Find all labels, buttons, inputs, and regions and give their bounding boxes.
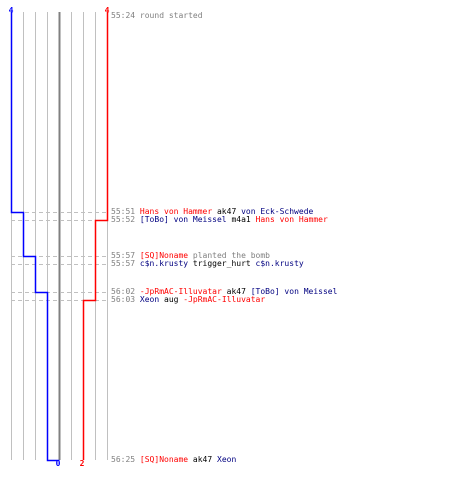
log-entry: 55:57 [SQ]Noname planted the bomb [111, 251, 270, 261]
log-timestamp: 56:02 [111, 287, 136, 296]
log-player: Hans von Hammer [255, 215, 328, 224]
log-player: -JpRmAC-Illuvatar [183, 295, 266, 304]
log-action: ak47 [221, 287, 251, 296]
log-entry: 55:57 c$n.krusty trigger_hurt c$n.krusty [111, 259, 304, 269]
log-player: [SQ]Noname [139, 455, 189, 464]
log-player: Hans von Hammer [139, 207, 213, 216]
log-action: trigger_hurt [188, 259, 256, 268]
log-player: [ToBo] von Meissel [139, 215, 227, 224]
log-action: aug [159, 295, 184, 304]
log-entry: 55:24 round started [111, 11, 203, 21]
log-entry: 56:02 -JpRmAC-Illuvatar ak47 [ToBo] von … [111, 287, 337, 297]
log-timestamp: 56:03 [111, 295, 136, 304]
log-timestamp: 56:25 [111, 455, 136, 464]
log-timestamp: 55:52 [111, 215, 136, 224]
log-player: c$n.krusty [255, 259, 304, 268]
log-action: ak47 [212, 207, 242, 216]
log-entry: 55:52 [ToBo] von Meissel m4a1 Hans von H… [111, 215, 328, 225]
log-entry: 56:03 Xeon aug -JpRmAC-Illuvatar [111, 295, 265, 305]
log-timestamp: 55:57 [111, 251, 136, 260]
team-a-start-count: 4 [8, 6, 14, 15]
team-a-end-count: 0 [55, 459, 61, 468]
team-b-start-count: 4 [104, 6, 110, 15]
log-action: round started [139, 11, 203, 20]
log-player: -JpRmAC-Illuvatar [139, 287, 222, 296]
log-timestamp: 55:51 [111, 207, 136, 216]
log-player: [SQ]Noname [139, 251, 189, 260]
log-entry: 55:51 Hans von Hammer ak47 von Eck-Schwe… [111, 207, 313, 217]
log-action: planted the bomb [188, 251, 270, 260]
log-action: ak47 [188, 455, 217, 464]
log-player: Xeon [217, 455, 237, 464]
log-timestamp: 55:24 [111, 11, 136, 20]
team-b-survivor-line [82, 12, 109, 460]
team-a-survivor-line [10, 12, 60, 462]
log-entry: 56:25 [SQ]Noname ak47 Xeon [111, 455, 236, 465]
team-b-end-count: 2 [79, 459, 85, 468]
log-player: Xeon [139, 295, 160, 304]
log-action: m4a1 [226, 215, 256, 224]
log-player: von Eck-Schwede [241, 207, 314, 216]
log-player: [ToBo] von Meissel [250, 287, 338, 296]
log-timestamp: 55:57 [111, 259, 136, 268]
log-player: c$n.krusty [139, 259, 189, 268]
